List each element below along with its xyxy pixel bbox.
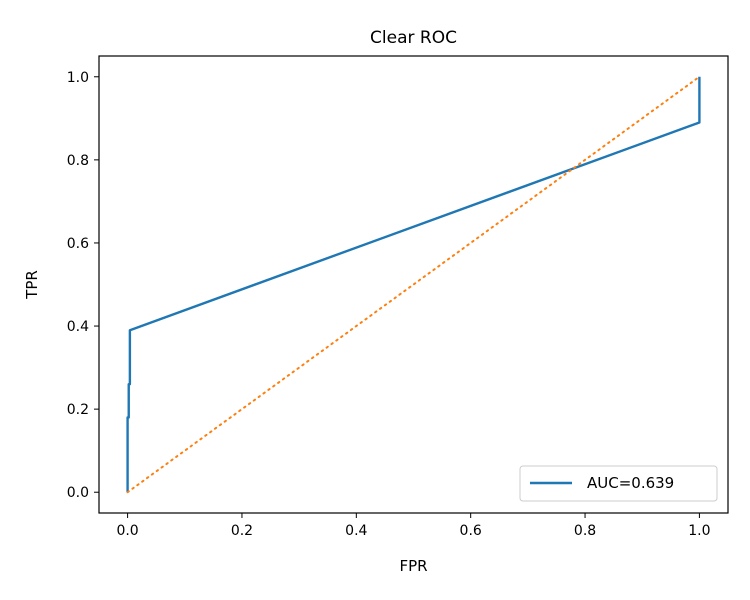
plot-area: 0.0 0.2 0.4 0.6 0.8 1.0 0.0 0.2 0.4 0.6 0.8 1.0 bbox=[67, 55, 729, 539]
x-tick-label: 0.0 bbox=[116, 523, 138, 539]
y-tick-label: 0.0 bbox=[67, 485, 89, 501]
x-axis: 0.0 0.2 0.4 0.6 0.8 1.0 bbox=[116, 513, 711, 539]
x-axis-label: FPR bbox=[399, 557, 427, 575]
x-tick-label: 1.0 bbox=[688, 523, 710, 539]
legend-label: AUC=0.639 bbox=[587, 474, 674, 492]
x-tick-label: 0.8 bbox=[574, 523, 596, 539]
y-axis: 0.0 0.2 0.4 0.6 0.8 1.0 bbox=[67, 70, 99, 501]
y-tick-label: 1.0 bbox=[67, 70, 89, 86]
y-axis-label: TPR bbox=[23, 270, 41, 300]
legend: AUC=0.639 bbox=[519, 465, 718, 502]
x-tick-label: 0.6 bbox=[460, 523, 482, 539]
x-tick-label: 0.2 bbox=[231, 523, 253, 539]
y-tick-label: 0.2 bbox=[67, 402, 89, 418]
plot-frame bbox=[98, 55, 729, 514]
chart-title: Clear ROC bbox=[370, 28, 457, 48]
y-tick-label: 0.6 bbox=[67, 236, 89, 252]
roc-curve-line bbox=[126, 76, 701, 493]
y-tick-label: 0.4 bbox=[67, 319, 89, 335]
legend-box bbox=[519, 465, 718, 502]
series-layer bbox=[126, 75, 701, 494]
x-tick-label: 0.4 bbox=[345, 523, 367, 539]
y-tick-label: 0.8 bbox=[67, 153, 89, 169]
chance-diagonal-line bbox=[126, 75, 701, 494]
